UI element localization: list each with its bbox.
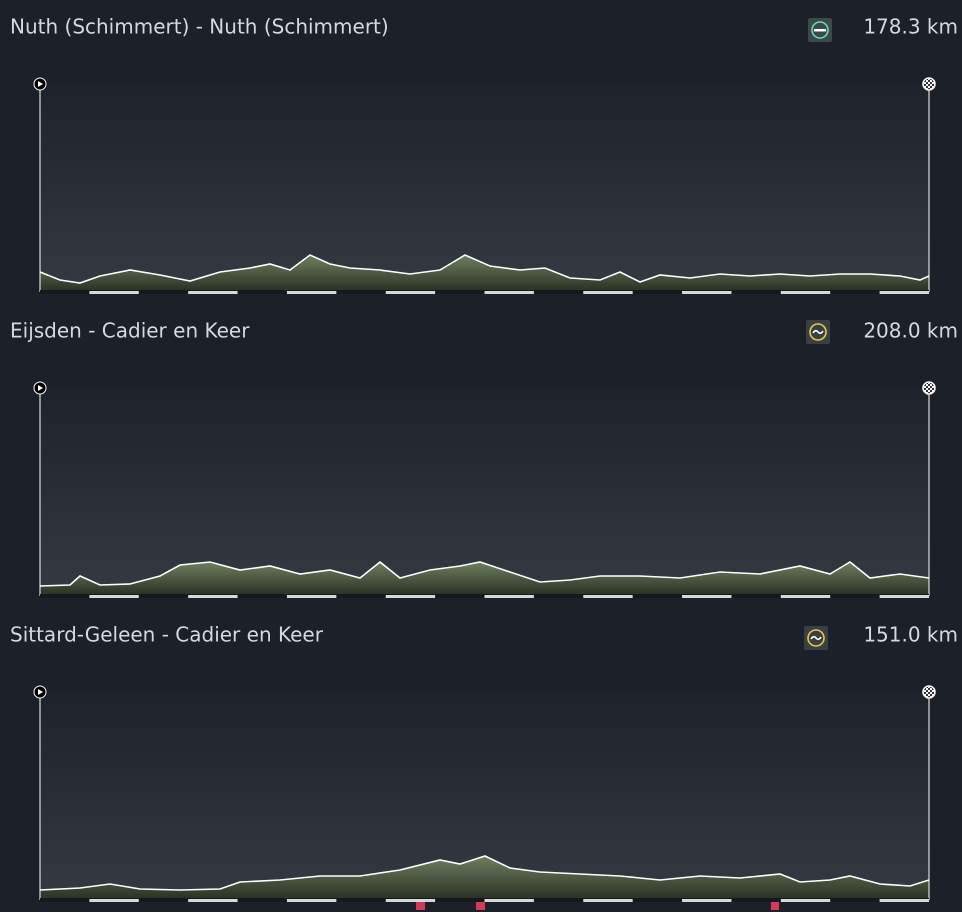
- distance-segment: [286, 899, 337, 902]
- stage-distance: 151.0 km: [863, 623, 958, 647]
- distance-segment: [286, 595, 337, 598]
- stage-panel: Sittard-Geleen - Cadier en Keer 151.0 km: [10, 623, 958, 910]
- distance-segment: [583, 595, 633, 598]
- start-arrow: [38, 385, 43, 391]
- distance-segment: [682, 899, 732, 902]
- distance-segment: [385, 595, 436, 598]
- distance-segment: [385, 291, 436, 294]
- elevation-profile: [39, 560, 930, 587]
- distance-segment: [286, 291, 337, 294]
- stage-distance: 178.3 km: [863, 15, 958, 39]
- profile-background: [40, 84, 929, 290]
- finish-marker: [922, 77, 936, 91]
- distance-segment: [385, 899, 436, 902]
- distance-segment: [879, 899, 929, 902]
- elevation-area: [40, 255, 929, 290]
- stage-panel: Eijsden - Cadier en Keer 208.0 km: [10, 319, 958, 598]
- finish-marker: [922, 381, 936, 395]
- climb-marker: [476, 902, 485, 910]
- distance-segment: [879, 291, 929, 294]
- distance-segment: [188, 899, 238, 902]
- stage-type-icon: [808, 18, 832, 42]
- distance-segment: [780, 291, 831, 294]
- distance-segment: [188, 595, 238, 598]
- finish-marker: [922, 685, 936, 699]
- stage-panel: Nuth (Schimmert) - Nuth (Schimmert) 178.…: [10, 15, 958, 294]
- elevation-profile: [39, 254, 930, 284]
- distance-segment: [583, 899, 633, 902]
- elevation-profile: [39, 855, 930, 891]
- distance-segment: [89, 595, 139, 598]
- distance-segment: [879, 595, 929, 598]
- elevation-area: [40, 562, 929, 594]
- distance-segment: [583, 291, 633, 294]
- stage-title: Nuth (Schimmert) - Nuth (Schimmert): [10, 15, 389, 39]
- stage-type-icon: [804, 626, 828, 650]
- elevation-area: [40, 856, 929, 898]
- profile-background: [40, 388, 929, 594]
- distance-segment: [484, 291, 534, 294]
- distance-segment: [484, 899, 534, 902]
- distance-segment: [780, 899, 831, 902]
- distance-segment: [682, 291, 732, 294]
- distance-segment: [780, 595, 831, 598]
- climb-marker: [771, 902, 779, 910]
- distance-segment: [89, 291, 139, 294]
- climb-marker: [416, 902, 425, 910]
- stage-title: Eijsden - Cadier en Keer: [10, 319, 250, 343]
- distance-segment: [188, 291, 238, 294]
- distance-segment: [682, 595, 732, 598]
- distance-segment: [89, 899, 139, 902]
- distance-segment: [484, 595, 534, 598]
- start-arrow: [38, 689, 43, 695]
- start-arrow: [38, 81, 43, 87]
- stage-distance: 208.0 km: [863, 319, 958, 343]
- stage-type-icon: [806, 320, 830, 344]
- stage-title: Sittard-Geleen - Cadier en Keer: [10, 623, 324, 647]
